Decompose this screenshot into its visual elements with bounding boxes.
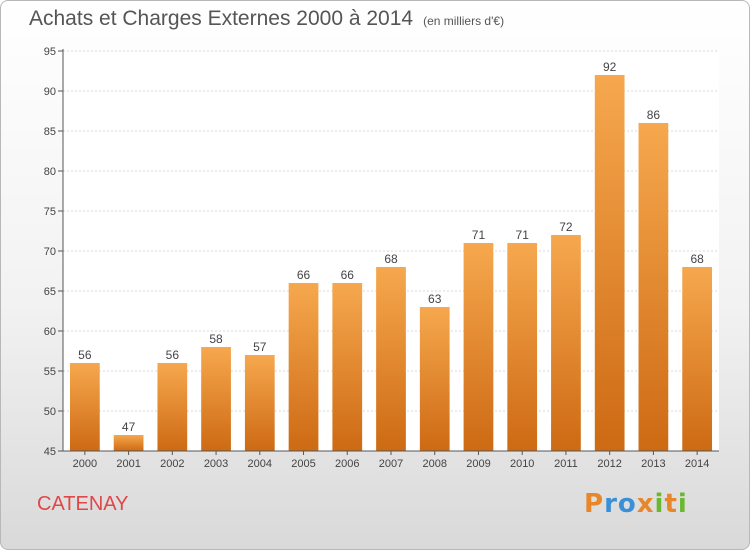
x-tick-label: 2013 [641,458,665,470]
bar [376,267,406,451]
x-tick-label: 2011 [554,458,578,470]
logo-letter: x [636,489,655,519]
bar [507,243,538,451]
logo-letter: t [664,489,678,519]
bar [157,363,188,451]
x-tick-label: 2003 [204,458,228,470]
y-tick-label: 90 [44,86,56,98]
data-label: 72 [559,220,573,234]
bar [332,283,363,451]
y-tick-label: 80 [44,166,56,178]
y-tick-label: 65 [44,286,56,298]
logo-letter: i [654,489,665,519]
y-tick-label: 60 [44,326,56,338]
bar [638,123,669,451]
data-label: 68 [690,252,704,266]
logo-letter: P [584,489,605,519]
x-tick-label: 2006 [335,458,359,470]
x-tick-label: 2007 [379,458,403,470]
bar [288,283,319,451]
y-tick-label: 75 [44,206,56,218]
bar [551,235,581,451]
data-label: 92 [603,60,617,74]
place-name: CATENAY [37,493,129,515]
x-tick-label: 2012 [597,458,621,470]
y-tick-label: 50 [44,406,56,418]
data-label: 63 [428,292,442,306]
proxiti-logo[interactable]: Proxiti [584,489,688,519]
bar [463,243,494,451]
x-tick-label: 2002 [160,458,184,470]
data-label: 68 [384,252,398,266]
bar [113,435,144,451]
chart-title: Achats et Charges Externes 2000 à 2014 (e… [29,7,504,31]
y-tick-label: 70 [44,246,56,258]
x-tick-label: 2014 [685,458,709,470]
x-tick-label: 2009 [466,458,490,470]
data-label: 66 [341,268,355,282]
bar [201,347,231,451]
bar [594,75,625,451]
y-tick-label: 85 [44,126,56,138]
logo-letter: o [617,489,637,519]
y-tick-label: 95 [44,46,56,58]
bar [69,363,100,451]
x-tick-label: 2010 [510,458,534,470]
logo-letter: i [677,489,688,519]
x-tick-label: 2005 [291,458,315,470]
data-label: 57 [253,340,267,354]
y-tick-label: 55 [44,366,56,378]
bar [244,355,275,451]
bar [419,307,450,451]
unit-label: (en milliers d'€) [423,14,505,28]
data-label: 71 [516,228,530,242]
data-label: 47 [122,420,136,434]
x-tick-label: 2001 [116,458,140,470]
data-label: 56 [166,348,180,362]
data-label: 71 [472,228,486,242]
data-label: 56 [78,348,92,362]
data-label: 86 [647,108,661,122]
title-text: Achats et Charges Externes 2000 à 2014 [29,7,414,30]
x-tick-label: 2004 [248,458,272,470]
bar [682,267,713,451]
data-label: 58 [209,332,223,346]
x-tick-label: 2008 [422,458,446,470]
data-label: 66 [297,268,311,282]
x-tick-label: 2000 [73,458,97,470]
y-tick-label: 45 [44,446,56,458]
logo-letter: r [604,489,618,519]
